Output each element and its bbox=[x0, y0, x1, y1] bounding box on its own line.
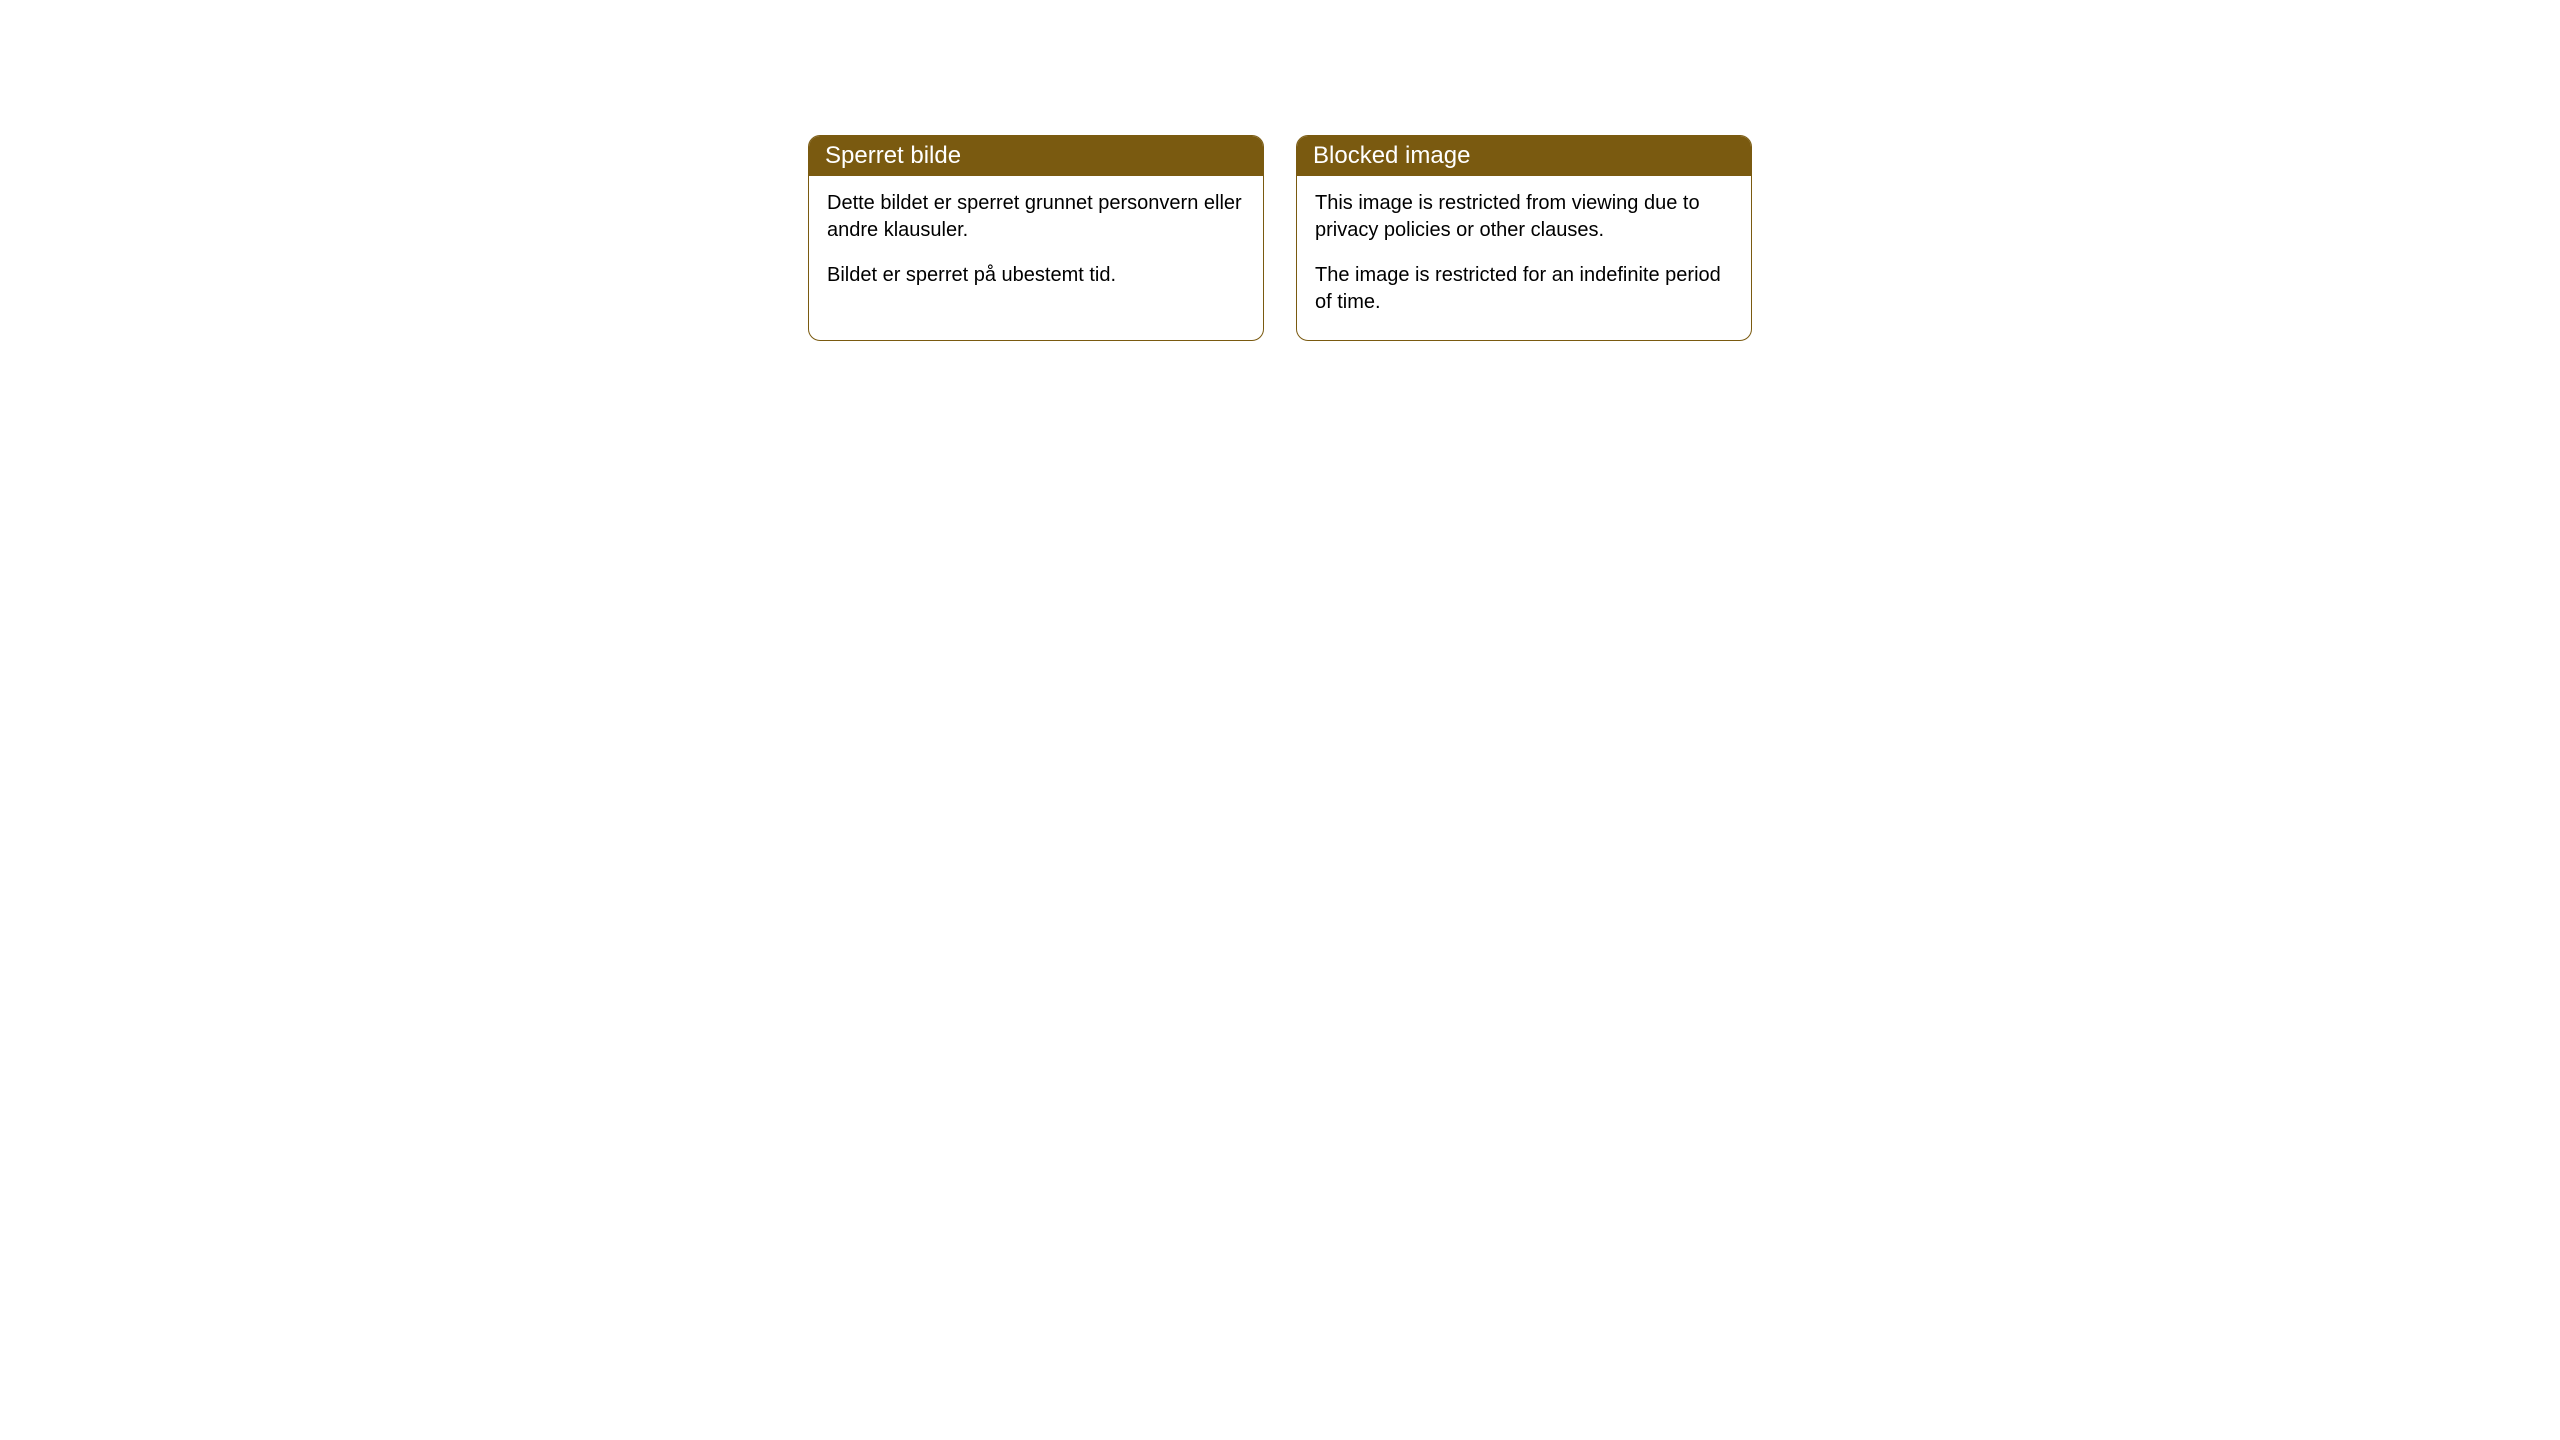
blocked-image-card-no: Sperret bilde Dette bildet er sperret gr… bbox=[808, 135, 1264, 341]
card-paragraph: Dette bildet er sperret grunnet personve… bbox=[827, 190, 1245, 244]
card-header: Sperret bilde bbox=[809, 136, 1263, 176]
card-body: This image is restricted from viewing du… bbox=[1297, 176, 1751, 340]
card-paragraph: This image is restricted from viewing du… bbox=[1315, 190, 1733, 244]
card-paragraph: The image is restricted for an indefinit… bbox=[1315, 262, 1733, 316]
card-paragraph: Bildet er sperret på ubestemt tid. bbox=[827, 262, 1245, 289]
card-body: Dette bildet er sperret grunnet personve… bbox=[809, 176, 1263, 313]
card-header: Blocked image bbox=[1297, 136, 1751, 176]
blocked-image-card-en: Blocked image This image is restricted f… bbox=[1296, 135, 1752, 341]
